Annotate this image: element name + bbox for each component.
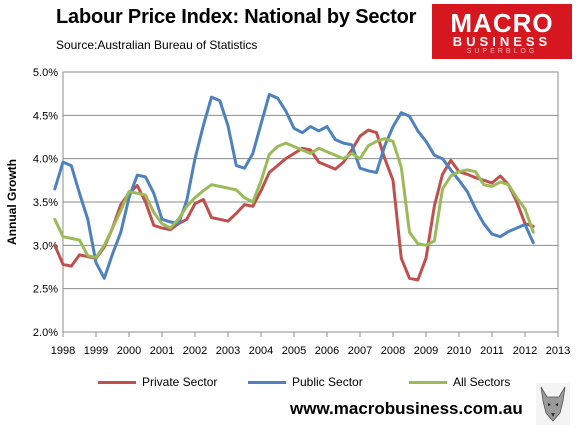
legend-label-private: Private Sector xyxy=(142,375,218,389)
x-tick-label: 2008 xyxy=(381,345,405,357)
legend-private-sector: Private Sector xyxy=(98,375,217,389)
logo-line-1: MACRO xyxy=(450,8,554,38)
x-tick-label: 1998 xyxy=(51,345,75,357)
x-tick-label: 1999 xyxy=(84,345,108,357)
series-line-private-sector xyxy=(53,128,535,282)
legend-label-public: Public Sector xyxy=(292,375,363,389)
legend-label-all: All Sectors xyxy=(453,375,511,389)
x-tick-label: 2000 xyxy=(117,345,141,357)
x-tick-label: 2002 xyxy=(183,345,207,357)
legend-swatch-all xyxy=(409,381,447,385)
x-tick-label: 2004 xyxy=(249,345,273,357)
chart-source: Source:Australian Bureau of Statistics xyxy=(56,38,258,52)
x-tick-label: 2013 xyxy=(546,345,570,357)
x-tick-label: 2001 xyxy=(150,345,174,357)
wolf-logo-icon xyxy=(536,383,570,425)
legend-public-sector: Public Sector xyxy=(248,375,363,389)
y-tick-label: 2.5% xyxy=(33,284,58,296)
logo-line-2: BUSINESS xyxy=(452,34,552,49)
x-tick-label: 2011 xyxy=(480,345,504,357)
series-line-public-sector xyxy=(53,93,535,280)
x-tick-label: 2005 xyxy=(282,345,306,357)
macrobusiness-logo: MACRO BUSINESS SUPERBLOG xyxy=(432,4,572,59)
x-tick-label: 2010 xyxy=(447,345,471,357)
logo-line-3: SUPERBLOG xyxy=(466,48,538,55)
x-tick-label: 2006 xyxy=(315,345,339,357)
website-url: www.macrobusiness.com.au xyxy=(290,399,523,418)
chart-title: Labour Price Index: National by Sector xyxy=(56,6,417,28)
y-tick-label: 3.5% xyxy=(33,197,58,209)
y-tick-label: 5.0% xyxy=(33,67,58,79)
x-tick-label: 2007 xyxy=(348,345,372,357)
x-tick-label: 2003 xyxy=(216,345,240,357)
y-axis-title: Annual Growth xyxy=(5,159,19,245)
x-tick-label: 2009 xyxy=(414,345,438,357)
legend-swatch-public xyxy=(248,381,286,385)
y-tick-label: 4.0% xyxy=(33,154,58,166)
series-line-all-sectors xyxy=(53,137,535,259)
y-tick-label: 4.5% xyxy=(33,110,58,122)
plot-area-border xyxy=(62,71,559,333)
y-tick-label: 3.0% xyxy=(33,240,58,252)
y-tick-label: 2.0% xyxy=(33,327,58,339)
legend-all-sectors: All Sectors xyxy=(409,375,510,389)
legend-swatch-private xyxy=(98,381,136,385)
x-tick-label: 2012 xyxy=(513,345,537,357)
